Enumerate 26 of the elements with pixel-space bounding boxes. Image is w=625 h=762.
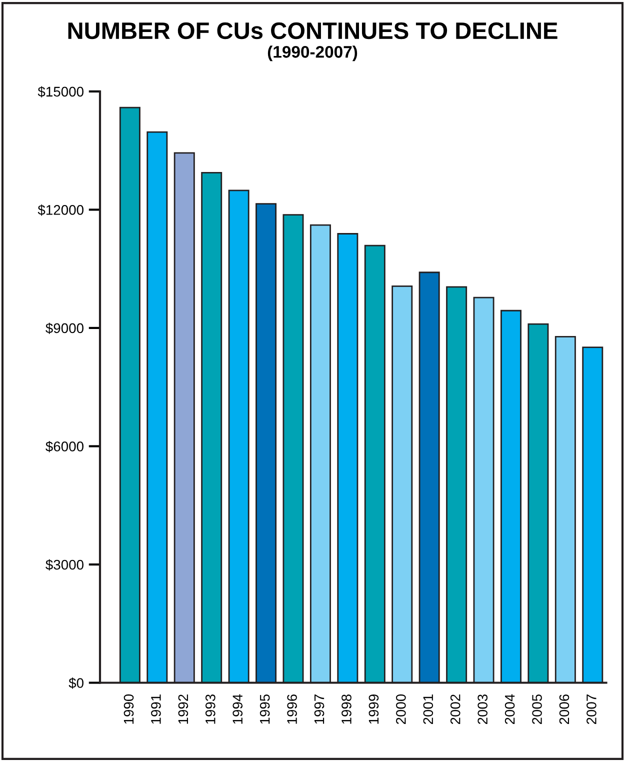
y-tick-label: $3000 [46,559,84,570]
x-tick-label: 1997 [314,694,324,724]
x-tick-label: 2002 [450,694,460,724]
x-tick-label: 2005 [532,694,542,724]
y-tick-label: $12000 [38,204,84,216]
x-tick-label: 1994 [232,694,243,724]
x-tick-label: 1990 [124,694,134,724]
x-tick-label: 1992 [178,694,188,724]
y-tick-label: $0 [68,678,84,689]
x-tick-label: 2004 [504,694,515,724]
x-tick-label: 2006 [559,694,570,724]
x-tick-label: 1999 [368,694,379,724]
x-tick-label: 2000 [396,694,406,724]
x-tick-label: 1991 [151,694,161,724]
chart-title: NUMBER OF CUs CONTINUES TO DECLINE [68,22,558,40]
x-tick-label: 2003 [478,694,488,724]
x-tick-label: 1995 [260,694,270,724]
x-tick-label: 1993 [205,694,216,724]
y-tick-label: $15000 [38,86,84,98]
chart-subtitle: (1990-2007) [268,46,358,62]
x-tick-label: 1996 [287,694,297,724]
y-tick-label: $9000 [46,322,84,334]
x-tick-label: 2007 [586,694,596,724]
x-tick-label: 2001 [423,694,434,724]
y-tick-label: $6000 [46,440,84,452]
x-tick-label: 1998 [342,694,352,724]
